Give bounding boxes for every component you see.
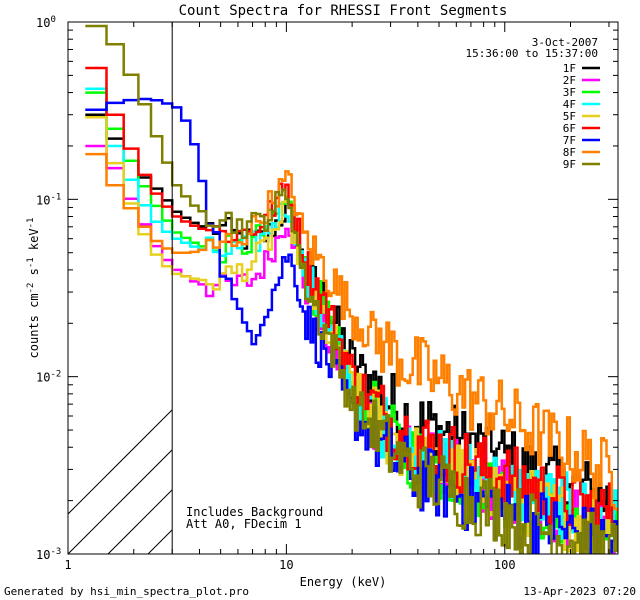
y-tick-label: 10-2 bbox=[36, 370, 61, 385]
x-axis-label: Energy (keV) bbox=[300, 575, 387, 589]
x-tick-label: 100 bbox=[494, 558, 516, 572]
annotation-background: Includes Background bbox=[186, 505, 323, 519]
series-8F bbox=[85, 152, 618, 512]
y-label-main: counts cm bbox=[27, 293, 41, 358]
y-label-exp1: -2 bbox=[26, 283, 36, 294]
render-timestamp: 13-Apr-2023 07:20 bbox=[523, 585, 636, 598]
legend-label-6F: 6F bbox=[563, 122, 576, 135]
legend-label-5F: 5F bbox=[563, 110, 576, 123]
y-tick-label: 10-3 bbox=[36, 547, 61, 562]
observation-date: 3-Oct-2007 bbox=[532, 36, 598, 49]
legend-label-8F: 8F bbox=[563, 146, 576, 159]
legend-label-1F: 1F bbox=[563, 62, 576, 75]
plot-frame bbox=[67, 21, 619, 555]
hatch-line bbox=[628, 0, 640, 554]
series-layer bbox=[85, 24, 618, 554]
series-9F bbox=[85, 24, 618, 554]
x-tick-label: 1 bbox=[64, 558, 71, 572]
axes-layer: 1 10 100 100 10-1 10-2 10-3 bbox=[36, 15, 618, 572]
y-label-end: keV bbox=[27, 228, 41, 257]
y-label-mid: s bbox=[27, 268, 41, 282]
chart-title: Count Spectra for RHESSI Front Segments bbox=[179, 3, 508, 19]
legend-label-4F: 4F bbox=[563, 98, 576, 111]
y-axis-label: counts cm-2 s-1 keV-1 bbox=[26, 218, 41, 359]
annotation-attenuator: Att A0, FDecim 1 bbox=[186, 517, 302, 531]
legend-label-2F: 2F bbox=[563, 74, 576, 87]
time-range: 15:36:00 to 15:37:00 bbox=[466, 47, 598, 60]
generator-note: Generated by hsi_min_spectra_plot.pro bbox=[4, 585, 249, 598]
x-tick-label: 10 bbox=[279, 558, 293, 572]
y-label-exp2: -1 bbox=[26, 257, 36, 268]
y-tick-label: 10-1 bbox=[36, 192, 61, 207]
legend-label-7F: 7F bbox=[563, 134, 576, 147]
series-6F bbox=[85, 66, 618, 545]
legend-label-9F: 9F bbox=[563, 158, 576, 171]
legend-label-3F: 3F bbox=[563, 86, 576, 99]
y-label-exp3: -1 bbox=[26, 218, 36, 229]
y-tick-label: 100 bbox=[36, 15, 56, 30]
